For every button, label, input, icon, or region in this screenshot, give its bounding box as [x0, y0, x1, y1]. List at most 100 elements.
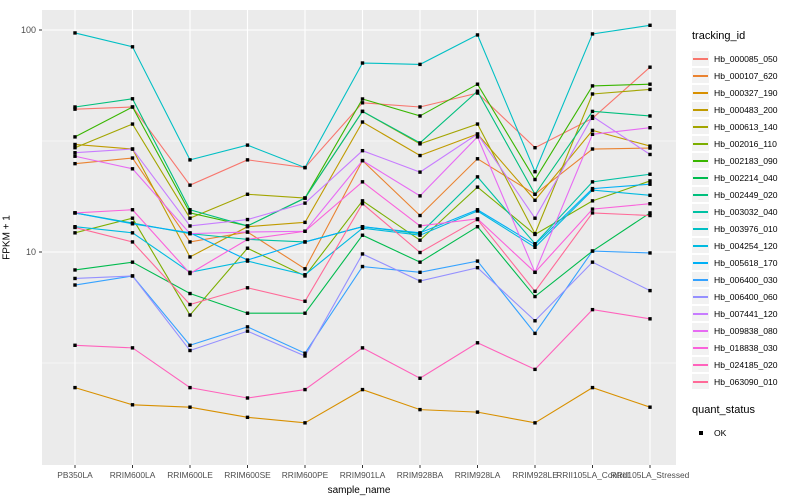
data-point	[418, 407, 422, 412]
legend-key	[692, 153, 709, 168]
legend-title-tracking-id: tracking_id	[692, 30, 746, 42]
legend-key	[692, 340, 709, 355]
data-point	[648, 65, 652, 69]
data-point	[188, 208, 192, 212]
legend-key	[692, 289, 709, 304]
x-tick-label: RRIM600PE	[282, 470, 329, 480]
data-point	[648, 179, 652, 183]
data-point	[475, 89, 480, 93]
data-point	[648, 126, 652, 130]
data-point	[418, 141, 422, 145]
legend-item: Hb_003976_010	[692, 220, 800, 237]
data-point	[418, 194, 422, 198]
data-point	[303, 299, 307, 303]
data-point	[188, 224, 192, 228]
legend-item-label: Hb_000613_140	[714, 121, 778, 132]
legend-line-swatch	[693, 126, 708, 128]
legend-item-label: Hb_003032_040	[714, 206, 778, 217]
data-point	[590, 207, 595, 211]
data-point	[360, 61, 365, 65]
data-point	[360, 346, 365, 350]
legend-item: Hb_002449_020	[692, 186, 800, 203]
legend-item-label: Hb_006400_060	[714, 291, 778, 302]
data-point	[648, 172, 652, 176]
data-point	[590, 211, 595, 215]
data-point	[418, 170, 422, 174]
data-point	[360, 148, 365, 153]
data-point	[533, 198, 537, 202]
data-point	[73, 161, 77, 166]
x-axis-title: sample_name	[327, 485, 391, 496]
data-point	[533, 319, 537, 323]
data-point	[245, 325, 250, 329]
data-point	[475, 265, 480, 270]
legend-item-label: Hb_005618_170	[714, 257, 778, 268]
data-point	[533, 242, 537, 247]
plot-panel	[42, 10, 676, 465]
data-point	[130, 97, 135, 101]
data-point	[73, 268, 77, 272]
data-point	[130, 122, 135, 126]
data-point	[475, 410, 480, 414]
data-point	[360, 97, 365, 101]
data-point	[475, 82, 480, 86]
legend-item: Hb_007441_120	[692, 305, 800, 322]
legend-line-swatch	[693, 58, 708, 60]
data-point	[418, 376, 422, 380]
data-point	[475, 341, 480, 345]
data-point	[188, 255, 192, 259]
data-point	[245, 143, 250, 147]
legend-key	[692, 357, 709, 372]
quant-status-item: OK	[692, 424, 800, 441]
data-point	[130, 231, 135, 235]
legend-item-label: Hb_018838_030	[714, 342, 778, 353]
data-point	[418, 260, 422, 264]
legend-key	[692, 374, 709, 389]
data-point	[73, 105, 77, 109]
data-point	[475, 208, 480, 212]
legend-item-label: Hb_000483_200	[714, 104, 778, 115]
data-point	[590, 199, 595, 203]
data-point	[475, 157, 480, 161]
data-point	[245, 192, 250, 196]
data-point	[418, 213, 422, 218]
data-point	[73, 231, 77, 235]
data-point	[73, 283, 77, 287]
data-point	[73, 142, 77, 147]
legend-key	[692, 238, 709, 253]
legend-item-label: Hb_002449_020	[714, 189, 778, 200]
legend-item-label: Hb_007441_120	[714, 308, 778, 319]
legend: tracking_id Hb_000085_050 Hb_000107_620 Hb…	[692, 30, 800, 441]
legend-item-label: Hb_004254_120	[714, 240, 778, 251]
data-point	[590, 147, 595, 151]
data-point	[73, 145, 77, 150]
data-point	[130, 240, 135, 244]
legend-item: Hb_003032_040	[692, 203, 800, 220]
data-point	[303, 240, 307, 244]
legend-line-swatch	[693, 364, 708, 366]
legend-item: Hb_002016_110	[692, 135, 800, 152]
data-point	[475, 225, 480, 229]
data-point	[245, 396, 250, 400]
data-point	[188, 216, 192, 220]
data-point	[648, 193, 652, 198]
data-point	[130, 346, 135, 350]
legend-key	[692, 136, 709, 151]
data-point	[475, 175, 480, 179]
data-point	[360, 387, 365, 392]
data-point	[533, 294, 537, 299]
data-point	[475, 33, 480, 37]
data-point	[130, 208, 135, 212]
data-point	[648, 144, 652, 148]
legend-item-label: Hb_000327_190	[714, 87, 778, 98]
data-point	[533, 232, 537, 237]
legend-key	[692, 204, 709, 219]
data-point	[418, 250, 422, 255]
data-point	[418, 62, 422, 67]
data-point	[590, 385, 595, 390]
x-tick-label: RRIM600LA	[110, 470, 156, 480]
data-point	[590, 180, 595, 184]
y-axis-title: FPKM + 1	[1, 215, 13, 260]
data-point	[418, 238, 422, 242]
point-swatch-icon	[698, 430, 703, 435]
